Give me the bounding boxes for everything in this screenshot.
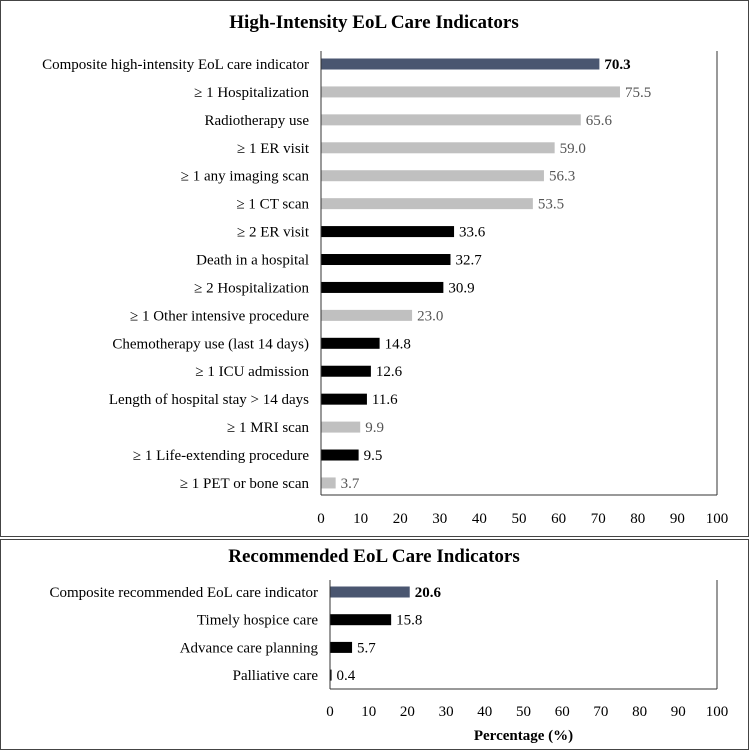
bar — [330, 641, 353, 653]
category-label: ≥ 1 ICU admission — [195, 364, 309, 380]
bar — [321, 254, 451, 266]
recommended-chart: Recommended EoL Care Indicators Composite… — [49, 546, 729, 744]
bar — [321, 309, 413, 321]
category-label: Death in a hospital — [196, 253, 309, 269]
x-axis-label: Percentage (%) — [474, 728, 573, 744]
category-label: Composite recommended EoL care indicator — [49, 585, 318, 601]
x-tick-label: 80 — [632, 704, 647, 720]
data-label: 9.5 — [364, 448, 383, 464]
data-label: 3.7 — [341, 476, 360, 492]
category-label: Radiotherapy use — [204, 113, 309, 129]
category-label: ≥ 1 ER visit — [237, 141, 310, 157]
x-tick-label: 10 — [361, 704, 376, 720]
x-tick-label: 30 — [439, 704, 454, 720]
chart-title: Recommended EoL Care Indicators — [228, 546, 520, 567]
bar — [330, 614, 392, 626]
category-label: ≥ 1 PET or bone scan — [180, 476, 310, 492]
data-label: 0.4 — [337, 668, 356, 684]
bar — [321, 393, 367, 405]
data-label: 70.3 — [604, 57, 630, 73]
x-tick-label: 0 — [317, 511, 325, 527]
data-label: 65.6 — [586, 113, 613, 129]
x-tick-label: 70 — [593, 704, 608, 720]
data-label: 59.0 — [560, 141, 586, 157]
data-label: 5.7 — [357, 640, 376, 656]
x-tick-label: 30 — [432, 511, 447, 527]
category-label: ≥ 1 any imaging scan — [181, 169, 310, 185]
bar — [321, 226, 455, 238]
x-tick-label: 40 — [477, 704, 492, 720]
bar — [321, 114, 581, 126]
high-intensity-panel: High-Intensity EoL Care Indicators Compos… — [0, 0, 749, 537]
data-label: 20.6 — [415, 585, 442, 601]
x-tick-label: 90 — [670, 511, 685, 527]
x-tick-label: 100 — [706, 704, 729, 720]
category-label: Composite high-intensity EoL care indica… — [42, 57, 309, 73]
data-label: 11.6 — [372, 392, 398, 408]
x-tick-label: 0 — [326, 704, 334, 720]
category-label: ≥ 2 Hospitalization — [194, 280, 309, 296]
bar — [330, 669, 332, 681]
x-tick-label: 20 — [400, 704, 415, 720]
x-tick-label: 60 — [555, 704, 570, 720]
data-label: 33.6 — [459, 225, 486, 241]
category-label: ≥ 1 Hospitalization — [194, 85, 309, 101]
category-label: ≥ 2 ER visit — [237, 225, 310, 241]
category-label: Timely hospice care — [197, 613, 318, 629]
bar — [321, 449, 359, 461]
data-label: 30.9 — [448, 280, 474, 296]
data-label: 15.8 — [396, 613, 422, 629]
category-label: ≥ 1 Life-extending procedure — [133, 448, 309, 464]
data-label: 53.5 — [538, 197, 564, 213]
x-tick-label: 90 — [671, 704, 686, 720]
x-tick-label: 70 — [591, 511, 606, 527]
category-label: Chemotherapy use (last 14 days) — [112, 336, 309, 352]
data-label: 9.9 — [365, 420, 384, 436]
x-tick-label: 60 — [551, 511, 566, 527]
data-label: 14.8 — [385, 336, 411, 352]
category-label: ≥ 1 MRI scan — [227, 420, 309, 436]
x-tick-label: 50 — [516, 704, 531, 720]
data-label: 23.0 — [417, 308, 443, 324]
x-tick-label: 40 — [472, 511, 487, 527]
high-intensity-chart: High-Intensity EoL Care Indicators Compos… — [42, 12, 729, 527]
category-label: ≥ 1 Other intensive procedure — [130, 308, 309, 324]
bar — [321, 142, 555, 154]
bar — [321, 477, 336, 489]
x-tick-label: 20 — [393, 511, 408, 527]
bar — [321, 365, 371, 377]
x-tick-label: 50 — [512, 511, 527, 527]
bar — [321, 170, 544, 182]
data-label: 56.3 — [549, 169, 575, 185]
data-label: 75.5 — [625, 85, 651, 101]
data-label: 32.7 — [455, 253, 482, 269]
data-label: 12.6 — [376, 364, 403, 380]
bar — [321, 337, 380, 349]
category-label: Palliative care — [233, 668, 319, 684]
x-tick-label: 80 — [630, 511, 645, 527]
bar — [321, 281, 444, 293]
chart-title: High-Intensity EoL Care Indicators — [229, 12, 518, 33]
category-label: ≥ 1 CT scan — [236, 197, 309, 213]
bar — [321, 86, 620, 98]
bar — [321, 421, 361, 433]
x-tick-label: 100 — [706, 511, 729, 527]
bar — [330, 586, 410, 598]
bar — [321, 198, 533, 210]
category-label: Length of hospital stay > 14 days — [109, 392, 309, 408]
x-tick-label: 10 — [353, 511, 368, 527]
recommended-panel: Recommended EoL Care Indicators Composite… — [0, 539, 749, 750]
category-label: Advance care planning — [180, 640, 319, 656]
bar — [321, 58, 600, 70]
